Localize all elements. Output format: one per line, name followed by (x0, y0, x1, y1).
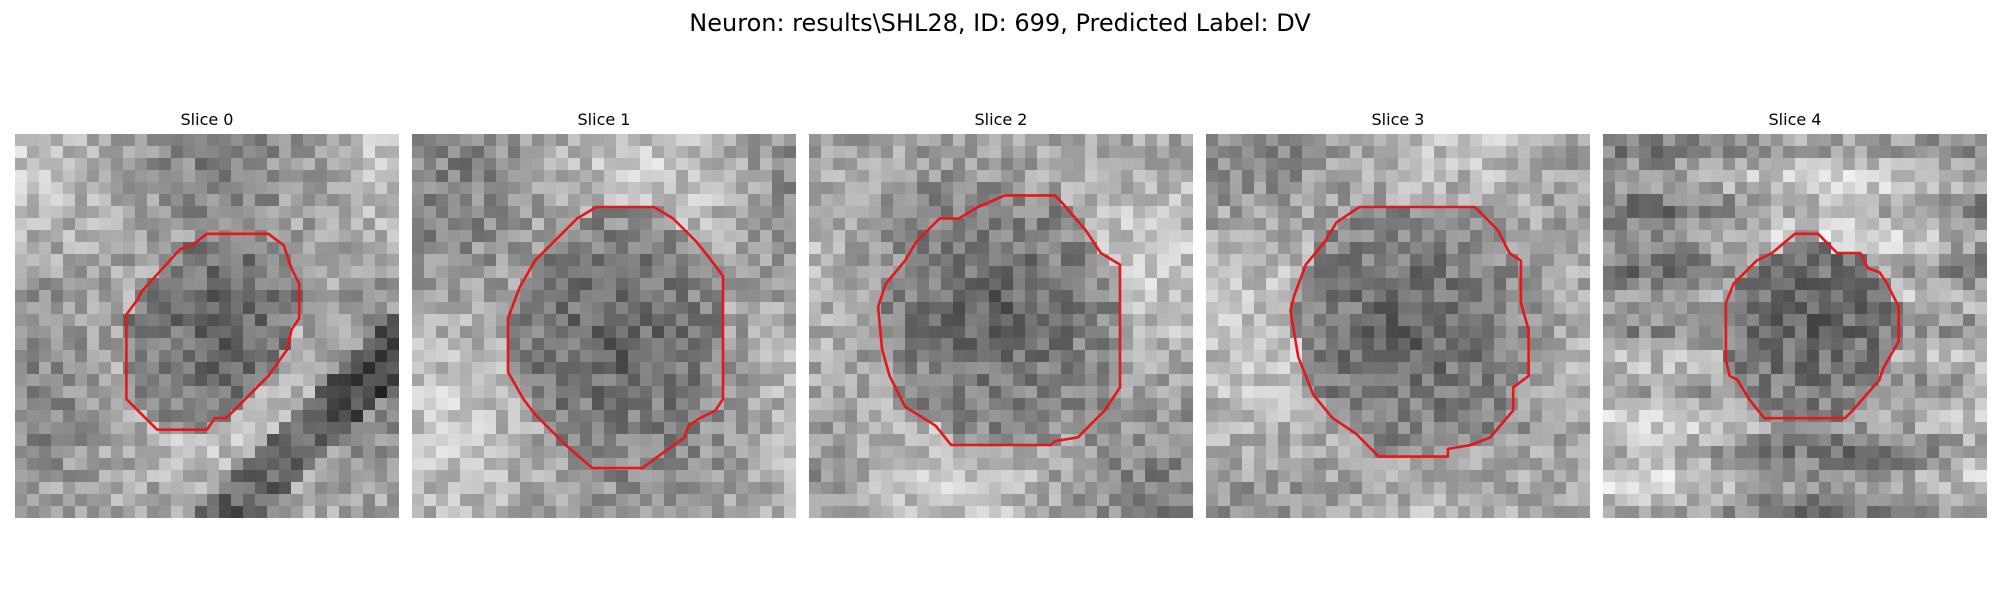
slice-image-4 (1603, 134, 1987, 518)
roi-contour (125, 232, 301, 432)
roi-contour (1289, 205, 1530, 458)
pixel-texture (1603, 134, 1987, 518)
roi-contour (876, 194, 1122, 447)
slice-image-0 (15, 134, 399, 518)
slice-title-2: Slice 2 (974, 110, 1028, 129)
slice-title-0: Slice 0 (180, 110, 234, 129)
slice-image-2 (809, 134, 1193, 518)
roi-contour (506, 205, 725, 470)
slice-title-3: Slice 3 (1371, 110, 1425, 129)
slice-title-1: Slice 1 (577, 110, 631, 129)
figure-title: Neuron: results\SHL28, ID: 699, Predicte… (689, 9, 1311, 37)
roi-contour (1724, 232, 1901, 420)
slice-image-1 (412, 134, 796, 518)
pixel-texture (412, 134, 796, 518)
pixel-texture (809, 134, 1193, 518)
slice-title-4: Slice 4 (1768, 110, 1822, 129)
pixel-texture (15, 134, 399, 518)
slice-image-3 (1206, 134, 1590, 518)
pixel-texture (1206, 134, 1590, 518)
